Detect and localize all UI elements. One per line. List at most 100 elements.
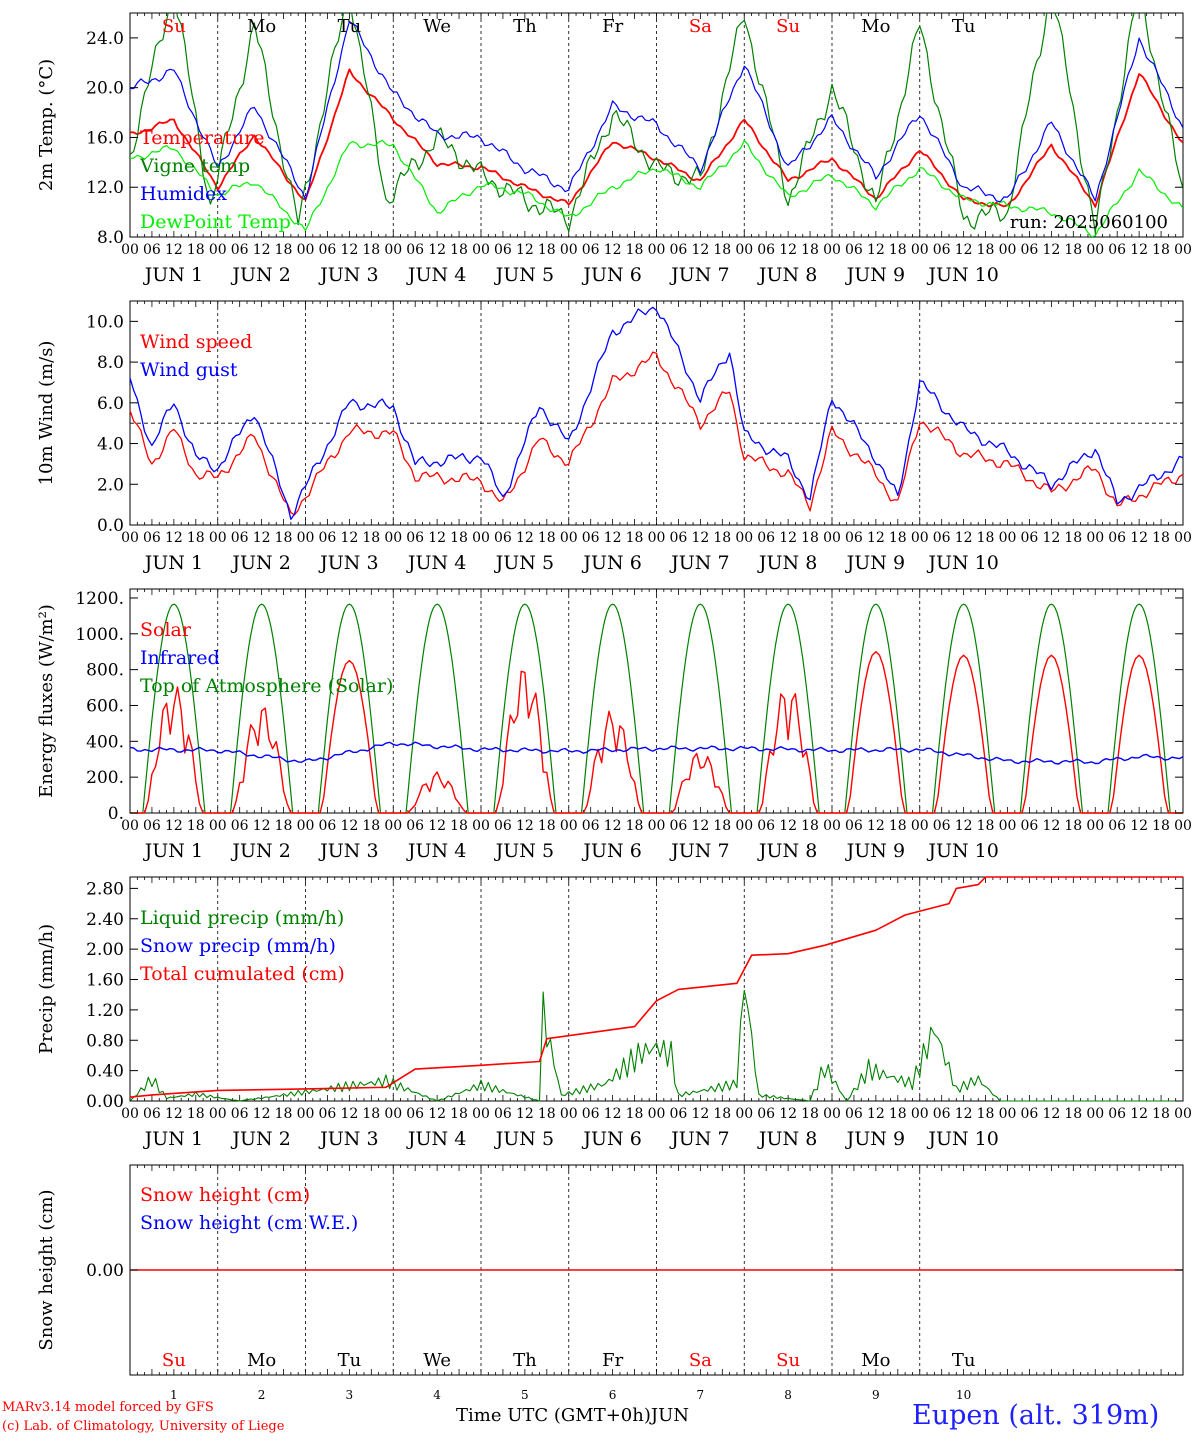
hour-tick-label: 18	[889, 818, 907, 834]
legend-dewpoint-temp: DewPoint Temp	[140, 211, 291, 233]
date-label: JUN 2	[230, 264, 290, 286]
hour-tick-label: 12	[604, 242, 622, 258]
hour-tick-label: 12	[165, 818, 183, 834]
hour-tick-label: 18	[450, 1106, 468, 1122]
date-label: JUN 8	[757, 840, 817, 862]
day-number-label: 2	[258, 1388, 266, 1402]
hour-tick-label: 18	[889, 530, 907, 546]
hour-tick-label: 18	[275, 530, 293, 546]
hour-tick-label: 00	[209, 530, 227, 546]
date-label: JUN 3	[318, 264, 378, 286]
hour-tick-label: 18	[450, 242, 468, 258]
y-tick-label: 0.00	[86, 1092, 124, 1112]
hour-tick-label: 06	[143, 818, 161, 834]
hour-tick-label: 00	[648, 1106, 666, 1122]
date-label: JUN 2	[230, 552, 290, 574]
y-tick-label: 2.00	[86, 940, 124, 960]
hour-tick-label: 06	[757, 242, 775, 258]
y-axis-label: Snow height (cm)	[36, 1189, 57, 1350]
hour-tick-label: 18	[713, 1106, 731, 1122]
hour-tick-label: 18	[538, 818, 556, 834]
date-label: JUN 6	[581, 552, 641, 574]
y-tick-label: 0.00	[86, 1261, 124, 1281]
date-label: JUN 1	[143, 552, 203, 574]
hour-tick-label: 00	[1086, 1106, 1104, 1122]
hour-tick-label: 06	[231, 818, 249, 834]
legend-liquid-precip-mm-h-: Liquid precip (mm/h)	[140, 907, 344, 929]
hour-tick-label: 12	[1042, 1106, 1060, 1122]
hour-tick-label: 00	[823, 530, 841, 546]
hour-tick-label: 00	[1086, 242, 1104, 258]
hour-tick-label: 00	[384, 242, 402, 258]
hour-tick-label: 06	[319, 818, 337, 834]
hour-tick-label: 18	[450, 530, 468, 546]
hour-tick-label: 06	[231, 242, 249, 258]
hour-tick-label: 12	[516, 530, 534, 546]
date-label: JUN 3	[318, 840, 378, 862]
day-number-label: 7	[697, 1388, 705, 1402]
hour-tick-label: 18	[713, 530, 731, 546]
hour-tick-label: 12	[691, 242, 709, 258]
hour-tick-label: 18	[626, 818, 644, 834]
hour-tick-label: 12	[253, 530, 271, 546]
hour-tick-label: 18	[187, 530, 205, 546]
date-label: JUN 9	[845, 552, 905, 574]
series-line-total-cumulated	[129, 876, 1183, 1098]
date-label: JUN 7	[669, 1128, 729, 1150]
hour-tick-label: 00	[121, 242, 139, 258]
hour-tick-label: 00	[384, 530, 402, 546]
hour-tick-label: 06	[845, 818, 863, 834]
hour-tick-label: 12	[779, 242, 797, 258]
hour-tick-label: 12	[516, 242, 534, 258]
hour-tick-label: 00	[823, 818, 841, 834]
hour-tick-label: 06	[845, 1106, 863, 1122]
hour-tick-label: 06	[1021, 530, 1039, 546]
hour-tick-label: 06	[1108, 242, 1126, 258]
weekday-label: Su	[776, 1350, 800, 1371]
hour-tick-label: 00	[1174, 242, 1192, 258]
hour-tick-label: 06	[845, 242, 863, 258]
hour-tick-label: 06	[406, 818, 424, 834]
date-label: JUN 9	[845, 840, 905, 862]
hour-tick-label: 12	[867, 1106, 885, 1122]
hour-tick-label: 18	[977, 530, 995, 546]
hour-tick-label: 00	[209, 242, 227, 258]
date-label: JUN 1	[143, 264, 203, 286]
hour-tick-label: 12	[165, 1106, 183, 1122]
hour-tick-label: 00	[560, 242, 578, 258]
day-number-label: 8	[784, 1388, 792, 1402]
hour-tick-label: 06	[670, 1106, 688, 1122]
hour-tick-label: 12	[1130, 818, 1148, 834]
station-label: Eupen (alt. 319m)	[912, 1400, 1160, 1431]
hour-tick-label: 00	[297, 530, 315, 546]
legend-wind-gust: Wind gust	[140, 359, 238, 381]
date-label: JUN 5	[494, 264, 554, 286]
run-label: run: 2025060100	[1010, 212, 1168, 233]
panel-frame-1	[129, 12, 1184, 238]
hour-tick-label: 18	[275, 818, 293, 834]
hour-tick-label: 12	[428, 1106, 446, 1122]
legend-top-of-atmosphere-solar-: Top of Atmosphere (Solar)	[140, 675, 393, 697]
hour-tick-label: 12	[955, 242, 973, 258]
y-tick-label: 1.60	[86, 971, 124, 991]
hour-tick-label: 06	[933, 818, 951, 834]
hour-tick-label: 00	[911, 818, 929, 834]
hour-tick-label: 00	[648, 530, 666, 546]
hour-tick-label: 00	[560, 1106, 578, 1122]
hour-tick-label: 06	[670, 818, 688, 834]
date-label: JUN 6	[581, 264, 641, 286]
hour-tick-label: 12	[691, 818, 709, 834]
legend-snow-height-cm-: Snow height (cm)	[140, 1184, 310, 1206]
hour-tick-label: 12	[779, 818, 797, 834]
hour-tick-label: 18	[977, 242, 995, 258]
hour-tick-label: 12	[1130, 1106, 1148, 1122]
hour-tick-label: 00	[911, 530, 929, 546]
hour-tick-label: 06	[933, 530, 951, 546]
hour-tick-label: 12	[955, 818, 973, 834]
time-axis-title: Time UTC (GMT+0h)	[456, 1405, 651, 1426]
date-label: JUN 3	[318, 552, 378, 574]
hour-tick-label: 12	[867, 530, 885, 546]
weekday-label: Fr	[602, 1350, 623, 1371]
date-label: JUN 2	[230, 1128, 290, 1150]
